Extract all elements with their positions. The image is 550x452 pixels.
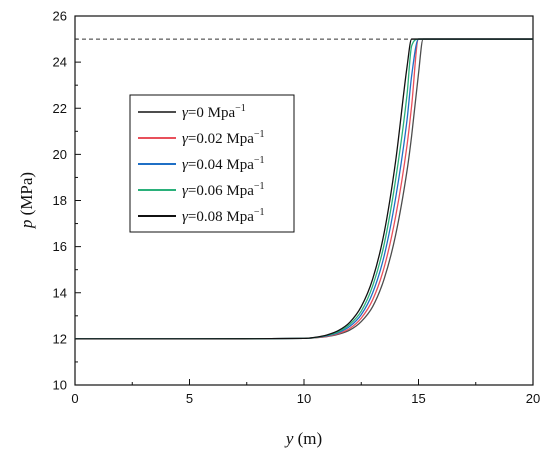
x-tick-label: 5 bbox=[186, 391, 193, 406]
legend-label-exp: −1 bbox=[254, 181, 265, 192]
legend-label-rest: =0.04 Mpa bbox=[188, 157, 254, 173]
legend-label-var: γ bbox=[182, 157, 189, 173]
x-tick-label: 20 bbox=[526, 391, 540, 406]
x-axis-unit: (m) bbox=[293, 429, 322, 448]
legend-label-rest: =0.02 Mpa bbox=[188, 131, 254, 147]
legend-label-4: γ=0.08 Mpa−1 bbox=[182, 207, 265, 225]
legend-label-2: γ=0.04 Mpa−1 bbox=[182, 155, 265, 173]
x-tick-label: 10 bbox=[297, 391, 311, 406]
legend-label-rest: =0 Mpa bbox=[188, 105, 236, 121]
y-tick-label: 26 bbox=[53, 9, 67, 24]
y-tick-label: 10 bbox=[53, 378, 67, 393]
legend-label-exp: −1 bbox=[254, 207, 265, 218]
y-tick-label: 22 bbox=[53, 101, 67, 116]
axis-ticks: 0 5 10 15 20 10 12 14 16 18 20 22 24 26 bbox=[53, 9, 541, 407]
x-axis-title: y (m) bbox=[284, 429, 322, 448]
y-axis-var: p bbox=[17, 220, 36, 230]
x-tick-label: 15 bbox=[411, 391, 425, 406]
y-tick-label: 16 bbox=[53, 239, 67, 254]
legend-label-var: γ bbox=[182, 183, 189, 199]
y-tick-label: 14 bbox=[53, 285, 67, 300]
y-tick-label: 18 bbox=[53, 193, 67, 208]
y-axis-unit: (MPa) bbox=[17, 172, 36, 220]
legend-label-0: γ=0 Mpa−1 bbox=[182, 103, 246, 121]
x-tick-label: 0 bbox=[71, 391, 78, 406]
x-axis-var: y bbox=[284, 429, 294, 448]
legend-label-exp: −1 bbox=[254, 129, 265, 140]
legend-label-var: γ bbox=[182, 105, 189, 121]
plot-area bbox=[75, 38, 533, 340]
y-tick-label: 20 bbox=[53, 147, 67, 162]
legend-label-var: γ bbox=[182, 131, 189, 147]
legend-label-1: γ=0.02 Mpa−1 bbox=[182, 129, 265, 147]
legend-label-var: γ bbox=[182, 209, 189, 225]
legend-label-rest: =0.06 Mpa bbox=[188, 183, 254, 199]
legend-label-exp: −1 bbox=[235, 103, 246, 114]
legend-label-3: γ=0.06 Mpa−1 bbox=[182, 181, 265, 199]
y-tick-label: 24 bbox=[53, 55, 67, 70]
y-axis-title: p (MPa) bbox=[17, 172, 36, 229]
series-line-4 bbox=[75, 38, 533, 340]
legend: γ=0 Mpa−1γ=0.02 Mpa−1γ=0.04 Mpa−1γ=0.06 … bbox=[129, 94, 295, 233]
y-tick-label: 12 bbox=[53, 331, 67, 346]
legend-label-rest: =0.08 Mpa bbox=[188, 209, 254, 225]
legend-label-exp: −1 bbox=[254, 155, 265, 166]
